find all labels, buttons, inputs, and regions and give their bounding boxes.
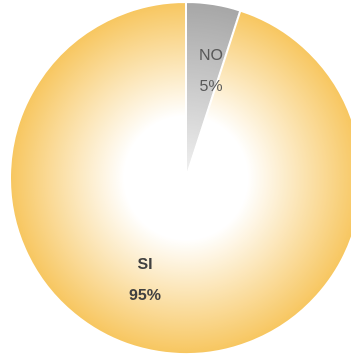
slice-label-si-name: SI (137, 256, 152, 273)
slice-label-si-percent: 95% (129, 287, 161, 304)
slice-label-no-name: NO (199, 47, 223, 64)
slice-label-no-percent: 5% (199, 78, 222, 95)
pie-slices (9, 0, 351, 355)
pie-slice-si (9, 0, 351, 355)
pie-labels: NO 5% SI 95% (129, 47, 223, 304)
